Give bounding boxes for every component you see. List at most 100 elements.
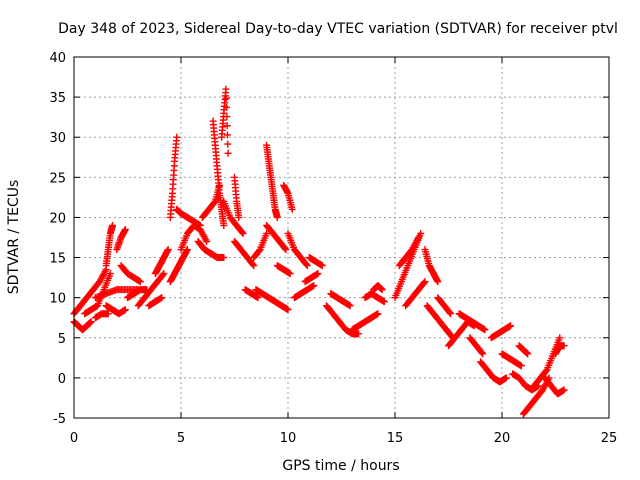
data-series — [177, 221, 211, 254]
data-series — [273, 262, 294, 278]
x-tick-label: 15 — [387, 431, 404, 446]
data-series — [194, 238, 228, 262]
data-point — [517, 362, 525, 370]
data-series — [91, 310, 112, 322]
data-point — [286, 270, 294, 278]
data-series — [323, 302, 363, 338]
data-point — [479, 350, 487, 358]
data-point — [281, 244, 289, 252]
data-point — [447, 310, 455, 318]
grid-lines — [74, 57, 609, 418]
data-point — [355, 330, 363, 338]
data-point — [346, 302, 354, 310]
y-tick-label: 20 — [49, 211, 66, 226]
x-axis-label: GPS time / hours — [282, 458, 399, 474]
data-point — [160, 270, 168, 278]
data-point — [220, 221, 228, 229]
data-series — [145, 294, 166, 310]
y-tick-label: 30 — [49, 131, 66, 146]
data-point — [87, 318, 95, 326]
data-point — [502, 374, 510, 382]
data-point — [434, 278, 442, 286]
data-point — [478, 349, 486, 357]
data-point — [164, 246, 172, 254]
plot-frame — [73, 56, 610, 419]
data-point — [222, 94, 230, 102]
data-point — [106, 270, 114, 278]
data-point — [374, 310, 382, 318]
data-series — [552, 342, 568, 358]
data-point — [378, 286, 386, 294]
y-tick-label: 10 — [49, 292, 66, 307]
data-point — [239, 229, 247, 237]
data-point — [249, 260, 257, 268]
data-point — [158, 294, 166, 302]
y-tick-label: -5 — [53, 412, 66, 427]
data-point — [446, 309, 454, 317]
data-series — [487, 322, 515, 342]
data-series — [81, 270, 114, 318]
data-point — [235, 213, 243, 221]
data-point — [556, 334, 564, 342]
data-point — [263, 229, 271, 237]
data-point — [121, 225, 129, 233]
data-series — [231, 173, 243, 221]
data-point — [524, 350, 532, 358]
data-series — [327, 290, 354, 310]
data-series — [370, 282, 386, 294]
data-series — [252, 286, 292, 314]
data-series — [263, 221, 290, 254]
data-point — [121, 306, 129, 314]
data-series — [113, 225, 129, 254]
y-axis-label: SDTVAR / TECUs — [6, 180, 22, 295]
data-point — [254, 294, 262, 302]
data-series — [102, 302, 129, 318]
data-point — [314, 270, 322, 278]
data-point — [318, 262, 326, 270]
data-point — [220, 254, 228, 262]
data-point — [420, 279, 428, 287]
data-series — [348, 310, 382, 334]
data-point — [223, 131, 231, 139]
data-series — [209, 117, 228, 229]
data-point — [173, 133, 181, 141]
data-point — [159, 271, 167, 279]
data-series — [70, 266, 110, 318]
chart-title: Day 348 of 2023, Sidereal Day-to-day VTE… — [58, 21, 618, 37]
data-point — [310, 282, 318, 290]
x-tick-label: 5 — [177, 431, 185, 446]
data-series — [477, 358, 510, 386]
y-tick-label: 15 — [49, 252, 66, 267]
data-series — [421, 246, 442, 286]
data-point — [143, 286, 151, 294]
data-point — [223, 122, 231, 130]
data-point — [481, 326, 489, 334]
data-series — [519, 374, 553, 418]
data-series — [515, 342, 532, 358]
data-series — [498, 350, 525, 370]
y-tick-label: 25 — [49, 171, 66, 186]
data-series — [455, 310, 489, 334]
data-series — [395, 234, 423, 270]
data-point — [223, 103, 231, 111]
data-point — [415, 234, 423, 241]
data-series — [218, 85, 232, 157]
data-point — [222, 85, 230, 93]
data-point — [183, 246, 191, 254]
data-point — [273, 213, 281, 221]
y-tick-label: 5 — [58, 332, 66, 347]
y-tick-label: 40 — [49, 51, 66, 66]
data-series — [124, 286, 151, 302]
data-point — [224, 140, 232, 148]
y-tick-label: 0 — [58, 372, 66, 387]
data-series — [305, 254, 326, 270]
data-series — [151, 246, 172, 278]
axis-ticks: -5 0 5 10 15 20 25 30 35 40 0 5 10 15 20 25 — [49, 51, 617, 446]
data-point — [284, 306, 292, 314]
data-series — [290, 282, 318, 302]
data-series — [220, 197, 247, 237]
data-series — [284, 229, 311, 270]
data-point — [507, 322, 515, 330]
data-series — [241, 286, 262, 302]
